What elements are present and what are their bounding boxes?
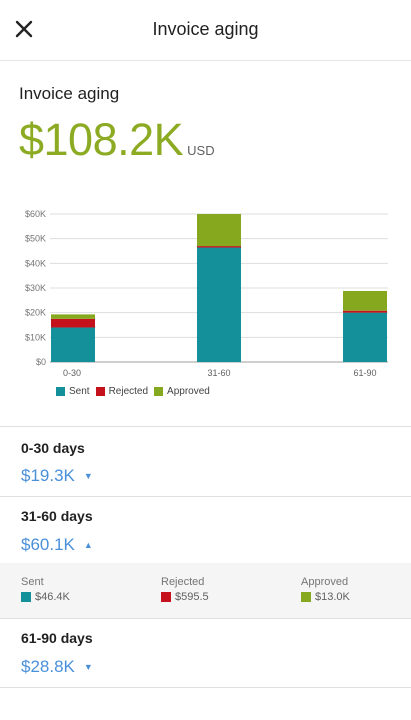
- legend-label: Rejected: [108, 386, 149, 397]
- detail-rejected: Rejected $595.5: [161, 576, 209, 603]
- close-icon: [15, 20, 33, 38]
- legend-swatch: [95, 387, 105, 396]
- legend-item-rejected: Rejected: [95, 386, 149, 397]
- rejected-swatch: [161, 592, 171, 602]
- sent-swatch: [21, 592, 31, 602]
- divider: [0, 496, 411, 497]
- bucket-amount-value: $19.3K: [21, 466, 75, 485]
- detail-label: Rejected: [161, 576, 205, 588]
- y-tick-label: $50K: [25, 234, 46, 244]
- close-button[interactable]: [14, 19, 34, 39]
- total-amount: $108.2K: [19, 114, 184, 165]
- y-tick-label: $30K: [25, 283, 46, 293]
- page-title: Invoice aging: [152, 19, 259, 39]
- bucket-amount-value: $28.8K: [21, 657, 75, 676]
- detail-approved: Approved $13.0K: [301, 576, 350, 603]
- detail-label: Sent: [21, 576, 44, 588]
- y-tick-label: $40K: [25, 258, 46, 268]
- caret-down-icon: ▼: [83, 662, 93, 672]
- bucket-title-0-30: 0-30 days: [21, 440, 85, 456]
- divider: [0, 687, 411, 688]
- legend-item-sent: Sent: [56, 386, 90, 397]
- bar-approved-0-30: [51, 314, 95, 319]
- approved-swatch: [301, 592, 311, 602]
- legend-swatch: [56, 387, 65, 396]
- bucket-title-31-60: 31-60 days: [21, 508, 93, 524]
- chart-legend: Sent Rejected Approved: [56, 386, 216, 397]
- detail-value: $595.5: [175, 591, 209, 603]
- currency-unit: USD: [187, 143, 215, 158]
- x-tick-label: 61-90: [353, 368, 376, 378]
- detail-sent: Sent $46.4K: [21, 576, 70, 603]
- divider: [0, 618, 411, 619]
- bar-sent-61-90: [343, 312, 387, 362]
- summary-label: Invoice aging: [19, 84, 120, 103]
- legend-swatch: [154, 387, 164, 396]
- y-tick-label: $10K: [25, 332, 46, 342]
- bar-sent-31-60: [197, 247, 241, 362]
- detail-value: $46.4K: [35, 591, 70, 603]
- bucket-amount-31-60[interactable]: $60.1K ▲: [21, 535, 93, 555]
- legend-item-approved: Approved: [154, 386, 210, 397]
- caret-down-icon: ▼: [83, 471, 93, 481]
- x-tick-label: 31-60: [207, 368, 230, 378]
- aging-chart: $0 $10K $20K $30K $40K $50K $60K 0-30 31-60 61-90: [25, 209, 388, 378]
- total-amount-display: $108.2K USD: [19, 114, 215, 166]
- bar-rejected-31-60: [197, 246, 241, 248]
- bucket-title-61-90: 61-90 days: [21, 630, 93, 646]
- detail-label: Approved: [301, 576, 349, 588]
- bucket-amount-value: $60.1K: [21, 535, 75, 554]
- y-tick-label: $60K: [25, 209, 46, 219]
- bucket-detail-panel: Sent $46.4K Rejected $595.5 Approved $13…: [0, 563, 411, 618]
- legend-label: Sent: [69, 386, 90, 397]
- bar-rejected-0-30: [51, 318, 95, 328]
- bucket-amount-61-90[interactable]: $28.8K ▼: [21, 657, 93, 677]
- detail-value: $13.0K: [315, 591, 350, 603]
- legend-label: Approved: [167, 386, 210, 397]
- x-tick-label: 0-30: [63, 368, 81, 378]
- bucket-amount-0-30[interactable]: $19.3K ▼: [21, 466, 93, 486]
- y-tick-label: $0: [36, 357, 46, 367]
- app-bar: Invoice aging: [0, 0, 411, 61]
- y-tick-label: $20K: [25, 308, 46, 318]
- bar-sent-0-30: [51, 327, 95, 362]
- divider: [0, 426, 411, 427]
- bar-approved-61-90: [343, 290, 387, 311]
- bar-approved-31-60: [197, 214, 241, 247]
- bar-rejected-61-90: [343, 310, 387, 313]
- caret-up-icon: ▲: [83, 540, 93, 550]
